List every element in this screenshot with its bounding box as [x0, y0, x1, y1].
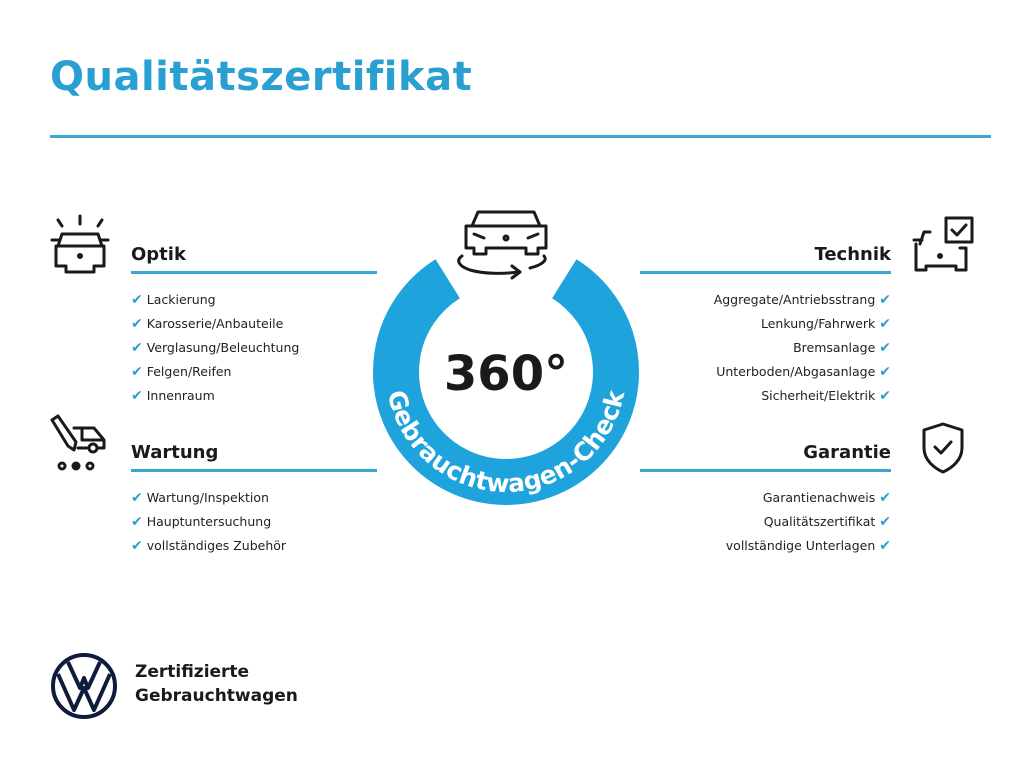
check-icon: ✔ — [879, 388, 891, 404]
section-divider — [131, 271, 377, 274]
service-van-icon — [50, 414, 106, 471]
section-optik: Optik ✔ Lackierung ✔ Karosserie/Anbauteile… — [131, 241, 377, 408]
list-item: ✔ Hauptuntersuchung — [131, 514, 272, 530]
list-item: vollständige Unterlagen ✔ — [725, 538, 891, 554]
section-heading: Wartung — [131, 442, 219, 463]
list-item: Garantienachweis ✔ — [762, 490, 891, 506]
brand-text: Zertifizierte Gebrauchtwagen — [135, 662, 298, 706]
car-checklist-icon — [912, 216, 974, 272]
check-icon: ✔ — [131, 292, 143, 308]
check-icon: ✔ — [131, 388, 143, 404]
page-title: Qualitätszertifikat — [50, 54, 473, 100]
vw-logo — [51, 653, 117, 719]
check-icon: ✔ — [879, 514, 891, 530]
section-divider — [640, 469, 891, 472]
check-icon: ✔ — [879, 538, 891, 554]
section-heading: Technik — [814, 244, 891, 265]
section-heading: Optik — [131, 244, 186, 265]
check-icon: ✔ — [879, 490, 891, 506]
degree-label: 360° — [444, 346, 568, 402]
list-item: ✔ Wartung/Inspektion — [131, 490, 269, 506]
check-icon: ✔ — [131, 490, 143, 506]
check-icon: ✔ — [879, 364, 891, 380]
check-icon: ✔ — [131, 340, 143, 356]
list-item: Qualitätszertifikat ✔ — [763, 514, 891, 530]
list-item: ✔ Verglasung/Beleuchtung — [131, 340, 300, 356]
section-heading: Garantie — [803, 442, 891, 463]
list-item: ✔ vollständiges Zubehör — [131, 538, 287, 554]
check-icon: ✔ — [879, 292, 891, 308]
list-item: ✔ Innenraum — [131, 388, 215, 404]
check-icon: ✔ — [131, 364, 143, 380]
section-garantie: Garantie Garantienachweis ✔ Qualitätszert… — [640, 439, 891, 558]
list-item: Aggregate/Antriebsstrang ✔ — [713, 292, 891, 308]
check-icon: ✔ — [131, 514, 143, 530]
title-divider — [50, 135, 991, 138]
section-technik: Technik Aggregate/Antriebsstrang ✔ Lenkun… — [640, 241, 891, 408]
shield-check-icon — [922, 422, 964, 474]
car-lights-icon — [50, 214, 110, 274]
list-item: Sicherheit/Elektrik ✔ — [761, 388, 891, 404]
list-item: ✔ Lackierung — [131, 292, 216, 308]
list-item: ✔ Karosserie/Anbauteile — [131, 316, 284, 332]
check-icon: ✔ — [131, 538, 143, 554]
section-divider — [131, 469, 377, 472]
list-item: Bremsanlage ✔ — [793, 340, 891, 356]
list-item: ✔ Felgen/Reifen — [131, 364, 232, 380]
check-icon: ✔ — [879, 316, 891, 332]
car-rotate-icon — [457, 210, 548, 280]
check-icon: ✔ — [131, 316, 143, 332]
list-item: Unterboden/Abgasanlage ✔ — [716, 364, 891, 380]
list-item: Lenkung/Fahrwerk ✔ — [761, 316, 891, 332]
section-wartung: Wartung ✔ Wartung/Inspektion ✔ Hauptunters… — [131, 439, 377, 558]
ring-arc — [373, 259, 639, 505]
section-divider — [640, 271, 891, 274]
check-icon: ✔ — [879, 340, 891, 356]
